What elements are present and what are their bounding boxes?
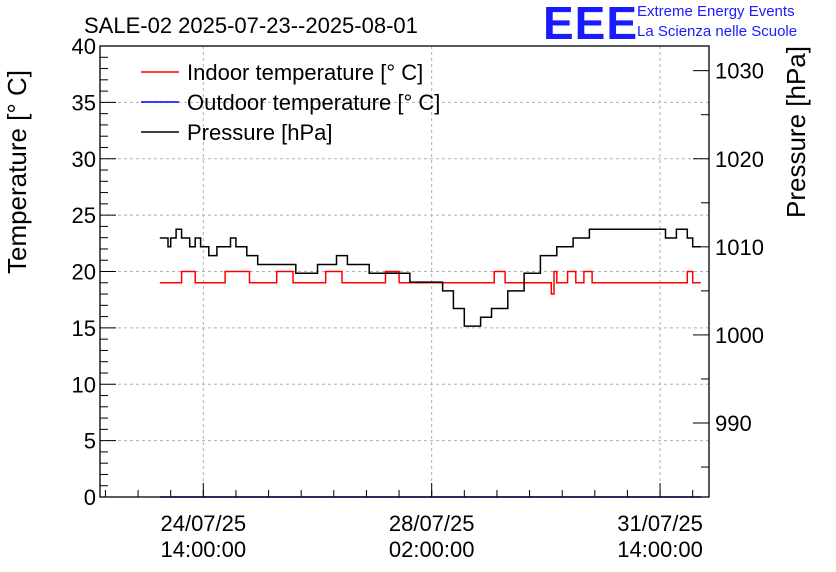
series-line-1 xyxy=(159,270,701,295)
x-tick-label-date: 24/07/25 xyxy=(160,511,246,536)
x-tick-label-time: 02:00:00 xyxy=(389,537,475,562)
axes: 0 5 10 15 20 25 30 35 40 990 1000 1010 1020 1030 24/07… xyxy=(72,34,764,562)
y-tick-label: 15 xyxy=(72,316,96,341)
x-tick-label-time: 14:00:00 xyxy=(160,537,246,562)
y2-tick-label: 1010 xyxy=(715,235,764,260)
legend-label: Indoor temperature [° C] xyxy=(187,60,423,85)
series-line-3 xyxy=(159,228,701,327)
y-tick-label: 0 xyxy=(84,485,96,510)
eee-logo-line1: Extreme Energy Events xyxy=(637,3,795,20)
eee-logo-mark: EEE xyxy=(543,0,639,49)
legend-label: Pressure [hPa] xyxy=(187,120,333,145)
x-tick-label-date: 28/07/25 xyxy=(389,511,475,536)
x-tick-label-date: 31/07/25 xyxy=(617,511,703,536)
y2-tick-label: 1030 xyxy=(715,59,764,84)
y2-tick-label: 990 xyxy=(715,411,752,436)
y-tick-label: 35 xyxy=(72,90,96,115)
y2-tick-label: 1020 xyxy=(715,147,764,172)
eee-logo-line2: La Scienza nelle Scuole xyxy=(637,23,798,40)
legend-label: Outdoor temperature [° C] xyxy=(187,90,440,115)
y-tick-label: 25 xyxy=(72,203,96,228)
y-tick-label: 20 xyxy=(72,260,96,285)
y-tick-label: 10 xyxy=(72,372,96,397)
y-tick-label: 30 xyxy=(72,147,96,172)
y2-axis-title: Pressure [hPa] xyxy=(781,46,811,218)
y2-tick-label: 1000 xyxy=(715,323,764,348)
legend: Indoor temperature [° C] Outdoor temperat… xyxy=(141,60,440,145)
x-tick-label-time: 14:00:00 xyxy=(617,537,703,562)
y-tick-label: 5 xyxy=(84,429,96,454)
y-axis-title: Temperature [° C] xyxy=(2,70,32,274)
chart-title: SALE-02 2025-07-23--2025-08-01 xyxy=(84,13,418,38)
y-tick-label: 40 xyxy=(72,34,96,59)
